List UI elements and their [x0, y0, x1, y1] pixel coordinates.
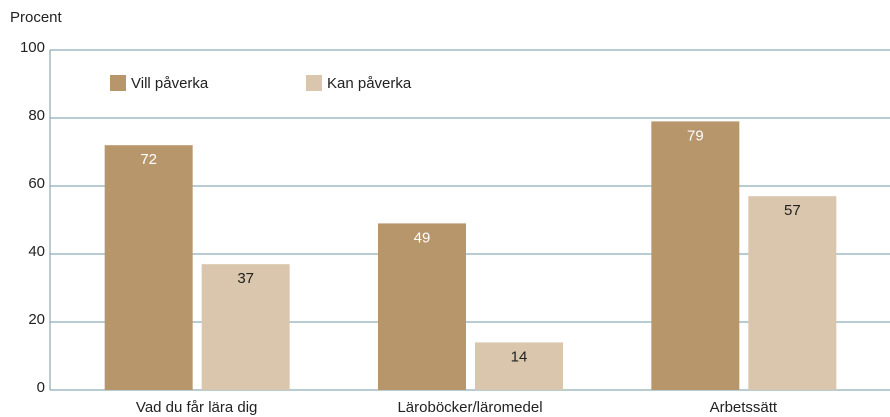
value-label: 14 — [511, 348, 528, 365]
value-label: 72 — [140, 151, 157, 168]
bar — [201, 264, 290, 390]
value-label: 57 — [784, 202, 801, 219]
bar — [475, 342, 563, 390]
bar — [378, 223, 466, 390]
bar — [748, 196, 837, 390]
x-tick-label: Läroböcker/läromedel — [397, 399, 542, 416]
y-tick-label: 80 — [28, 107, 45, 124]
y-tick-label: 40 — [28, 243, 45, 260]
y-tick-label: 60 — [28, 175, 45, 192]
x-tick-label: Arbetssätt — [710, 399, 778, 416]
y-tick-label: 20 — [28, 311, 45, 328]
bar — [104, 145, 193, 390]
bar — [651, 121, 740, 391]
value-label: 49 — [414, 229, 431, 246]
y-axis-label: Procent — [10, 9, 63, 26]
y-tick-label: 0 — [37, 379, 45, 396]
legend-swatch — [306, 75, 322, 91]
x-tick-label: Vad du får lära dig — [136, 399, 257, 416]
value-label: 79 — [687, 127, 704, 144]
legend-swatch — [110, 75, 126, 91]
value-label: 37 — [237, 270, 254, 287]
legend-label: Kan påverka — [327, 75, 412, 92]
legend-label: Vill påverka — [131, 75, 209, 92]
y-tick-label: 100 — [20, 39, 45, 56]
